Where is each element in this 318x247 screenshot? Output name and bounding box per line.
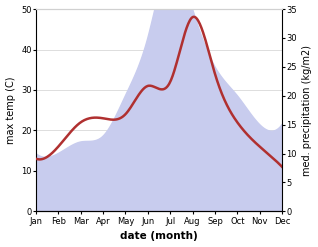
Y-axis label: med. precipitation (kg/m2): med. precipitation (kg/m2) xyxy=(302,45,313,176)
X-axis label: date (month): date (month) xyxy=(120,231,198,242)
Y-axis label: max temp (C): max temp (C) xyxy=(5,76,16,144)
